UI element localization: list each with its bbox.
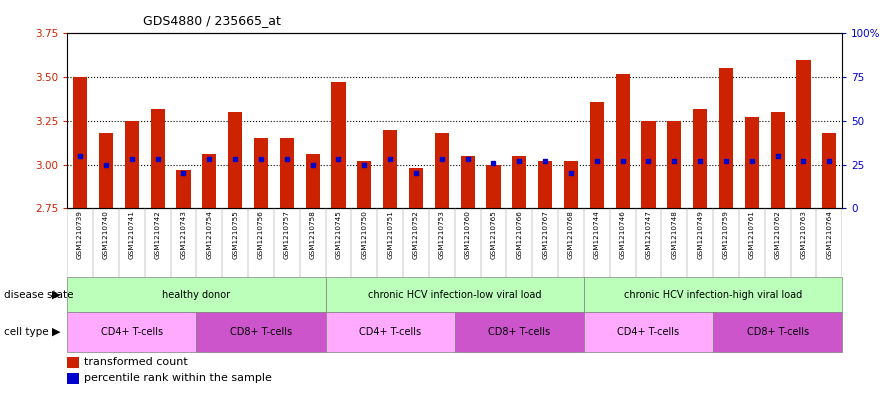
Text: CD8+ T-cells: CD8+ T-cells: [746, 327, 809, 337]
Bar: [564, 161, 578, 208]
Text: CD4+ T-cells: CD4+ T-cells: [100, 327, 163, 337]
Text: chronic HCV infection-high viral load: chronic HCV infection-high viral load: [624, 290, 802, 300]
Bar: [254, 138, 268, 208]
Bar: [538, 161, 552, 208]
Bar: [454, 312, 584, 352]
Text: disease state: disease state: [4, 290, 74, 300]
Text: CD4+ T-cells: CD4+ T-cells: [359, 327, 421, 337]
Bar: [584, 277, 842, 312]
Bar: [306, 154, 320, 208]
Bar: [228, 112, 242, 208]
Bar: [693, 108, 707, 208]
Bar: [590, 102, 604, 208]
Bar: [177, 170, 191, 208]
Bar: [99, 133, 113, 208]
Bar: [73, 77, 87, 208]
Text: GDS4880 / 235665_at: GDS4880 / 235665_at: [143, 14, 281, 27]
Text: healthy donor: healthy donor: [162, 290, 230, 300]
Bar: [67, 312, 196, 352]
Text: cell type: cell type: [4, 327, 49, 337]
Bar: [67, 373, 79, 384]
Text: CD4+ T-cells: CD4+ T-cells: [617, 327, 679, 337]
Bar: [409, 168, 423, 208]
Text: CD8+ T-cells: CD8+ T-cells: [230, 327, 292, 337]
Bar: [584, 312, 713, 352]
Bar: [196, 312, 325, 352]
Bar: [823, 133, 837, 208]
Bar: [719, 68, 733, 208]
Bar: [713, 312, 842, 352]
Bar: [461, 156, 475, 208]
Bar: [202, 154, 217, 208]
Bar: [642, 121, 656, 208]
Bar: [332, 83, 346, 208]
Bar: [797, 60, 811, 208]
Bar: [325, 312, 454, 352]
Text: chronic HCV infection-low viral load: chronic HCV infection-low viral load: [368, 290, 541, 300]
Bar: [487, 165, 501, 208]
Bar: [771, 112, 785, 208]
Bar: [67, 277, 325, 312]
Text: ▶: ▶: [53, 327, 61, 337]
Bar: [151, 108, 165, 208]
Bar: [67, 357, 79, 368]
Bar: [513, 156, 527, 208]
Bar: [435, 133, 449, 208]
Bar: [616, 73, 630, 208]
Bar: [668, 121, 682, 208]
Text: CD8+ T-cells: CD8+ T-cells: [488, 327, 550, 337]
Bar: [280, 138, 294, 208]
Text: ▶: ▶: [53, 290, 61, 300]
Text: percentile rank within the sample: percentile rank within the sample: [84, 373, 272, 383]
Bar: [745, 118, 759, 208]
Text: transformed count: transformed count: [84, 357, 188, 367]
Bar: [125, 121, 139, 208]
Bar: [358, 161, 372, 208]
Bar: [383, 130, 397, 208]
Bar: [325, 277, 584, 312]
